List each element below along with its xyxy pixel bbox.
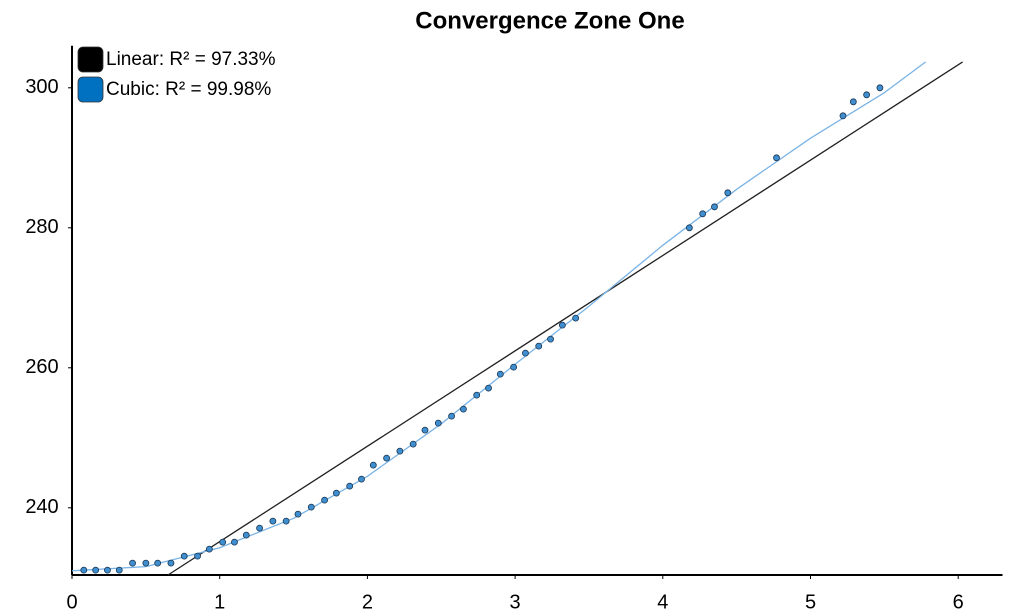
data-point xyxy=(369,461,377,469)
data-point xyxy=(434,419,442,427)
x-tick-label: 0 xyxy=(66,591,77,613)
y-tick-label: 260 xyxy=(25,356,58,378)
data-point xyxy=(448,412,455,420)
data-point xyxy=(256,524,263,532)
data-point xyxy=(473,391,481,399)
legend-swatch xyxy=(77,46,104,73)
data-point xyxy=(115,566,123,574)
data-point xyxy=(219,538,227,546)
data-point xyxy=(572,314,580,322)
x-tick-label: 5 xyxy=(805,591,816,613)
data-point xyxy=(839,112,847,120)
data-point xyxy=(724,189,732,197)
data-point xyxy=(154,559,162,567)
data-point xyxy=(383,454,391,462)
legend-label: Linear: R² = 97.33% xyxy=(106,49,276,70)
data-point xyxy=(307,503,315,511)
data-point xyxy=(167,559,175,567)
data-point xyxy=(282,517,290,525)
x-tick-label: 4 xyxy=(657,591,668,613)
data-point xyxy=(849,98,857,106)
data-point xyxy=(80,566,88,574)
data-point xyxy=(558,321,566,329)
data-point xyxy=(510,363,518,371)
data-point xyxy=(535,342,543,350)
data-point xyxy=(242,531,250,539)
x-tick-label: 1 xyxy=(214,591,225,613)
data-point xyxy=(104,566,111,574)
chart-title: Convergence Zone One xyxy=(415,7,684,34)
data-point xyxy=(129,559,136,567)
data-point xyxy=(685,224,693,232)
y-tick-label: 300 xyxy=(25,76,58,98)
data-point xyxy=(346,482,354,490)
x-tick-label: 2 xyxy=(362,591,373,613)
legend-label: Cubic: R² = 99.98% xyxy=(106,79,271,100)
data-point xyxy=(522,349,529,357)
data-point xyxy=(194,552,201,560)
data-point xyxy=(321,496,328,504)
data-point xyxy=(92,566,100,574)
fit-line xyxy=(167,61,963,576)
data-point xyxy=(547,335,554,343)
data-point xyxy=(205,545,213,553)
data-point xyxy=(294,510,302,518)
x-tick-label: 3 xyxy=(510,591,521,613)
data-point xyxy=(863,91,871,99)
data-point xyxy=(180,552,188,560)
y-tick-label: 240 xyxy=(25,496,58,518)
data-point xyxy=(332,489,340,497)
y-tick-label: 280 xyxy=(25,216,58,238)
data-point xyxy=(409,440,417,448)
data-point xyxy=(396,447,404,455)
data-point xyxy=(460,405,467,413)
data-point xyxy=(231,538,238,546)
data-point xyxy=(773,154,780,162)
data-point xyxy=(358,475,365,483)
data-point xyxy=(699,210,707,218)
legend-swatch xyxy=(77,76,104,103)
x-tick-label: 6 xyxy=(953,591,964,613)
data-point xyxy=(711,203,718,211)
data-point xyxy=(142,559,150,567)
data-point xyxy=(485,384,492,392)
data-point xyxy=(269,517,277,525)
fit-line xyxy=(71,61,927,572)
data-point xyxy=(496,370,504,378)
data-point xyxy=(876,84,884,92)
data-point xyxy=(421,426,429,434)
